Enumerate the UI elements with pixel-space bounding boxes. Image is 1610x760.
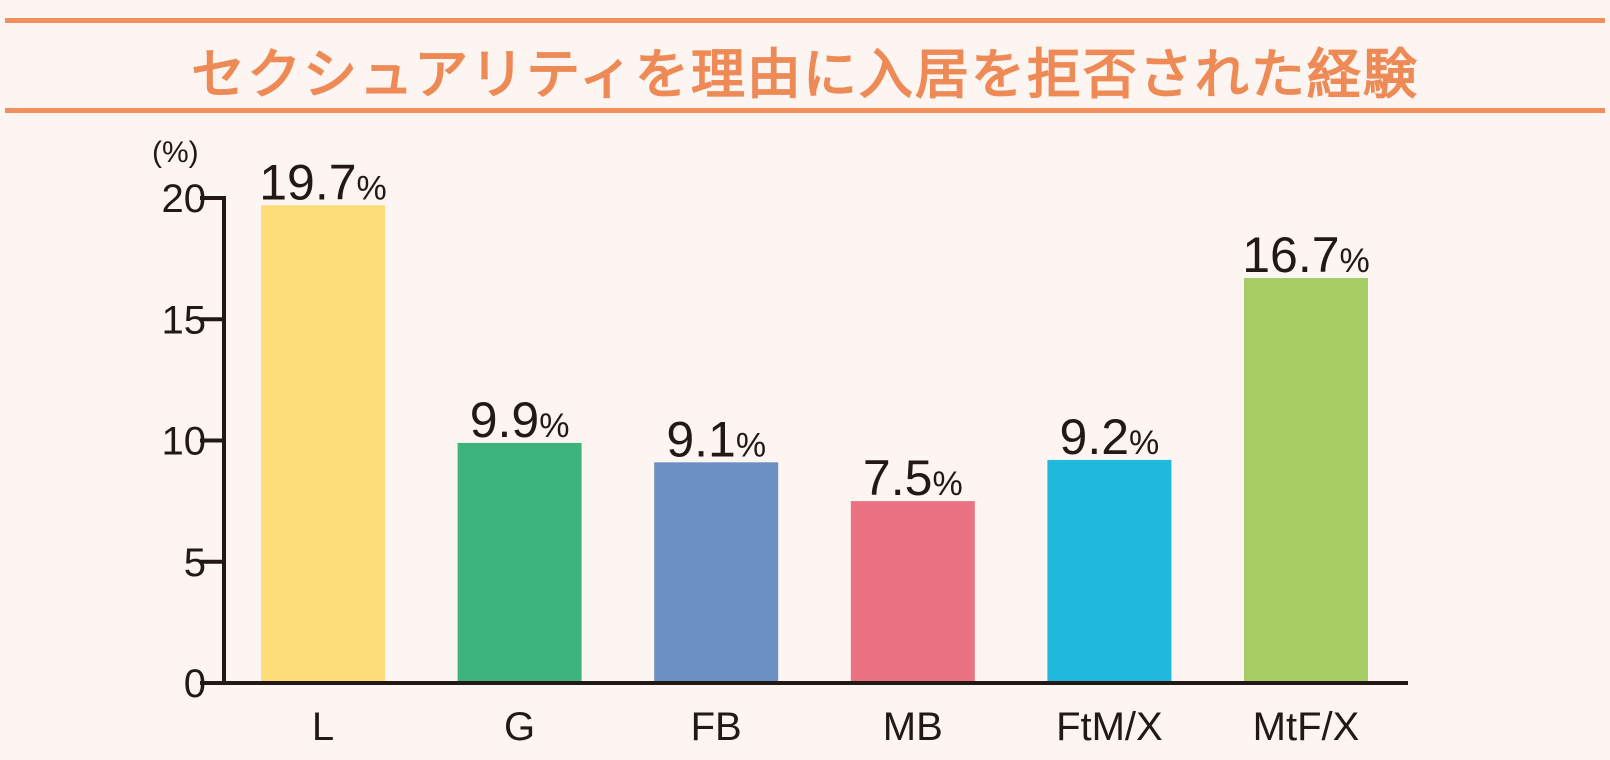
y-axis-unit-label: (%) bbox=[152, 136, 199, 169]
x-tick-label: MB bbox=[883, 705, 943, 749]
x-tick-label: MtF/X bbox=[1253, 705, 1360, 749]
y-tick-label: 5 bbox=[184, 541, 206, 585]
x-tick-label: G bbox=[504, 705, 535, 749]
bar-g bbox=[457, 442, 582, 683]
data-label: 9.9% bbox=[470, 392, 570, 448]
data-label: 16.7% bbox=[1242, 227, 1370, 283]
bar-l bbox=[261, 205, 385, 683]
data-label: 9.1% bbox=[666, 411, 766, 467]
y-tick-label: 20 bbox=[162, 177, 207, 221]
x-tick-label: FtM/X bbox=[1056, 705, 1163, 749]
bar-mtf-x bbox=[1244, 278, 1368, 683]
bar-mb bbox=[850, 501, 975, 683]
y-tick-label: 0 bbox=[184, 662, 206, 706]
x-tick-label: L bbox=[312, 705, 334, 749]
data-label: 19.7% bbox=[259, 154, 387, 210]
chart-title: セクシュアリティを理由に入居を拒否された経験 bbox=[191, 43, 1419, 106]
title-rule-bottom bbox=[5, 108, 1605, 113]
y-tick-label: 15 bbox=[162, 298, 207, 342]
bar-ftm-x bbox=[1047, 459, 1172, 683]
bar-fb bbox=[654, 462, 779, 683]
data-label: 9.2% bbox=[1060, 409, 1160, 465]
y-tick-label: 10 bbox=[162, 420, 207, 464]
title-rule-top bbox=[5, 18, 1605, 23]
data-label: 7.5% bbox=[863, 450, 963, 506]
x-tick-label: FB bbox=[691, 705, 742, 749]
